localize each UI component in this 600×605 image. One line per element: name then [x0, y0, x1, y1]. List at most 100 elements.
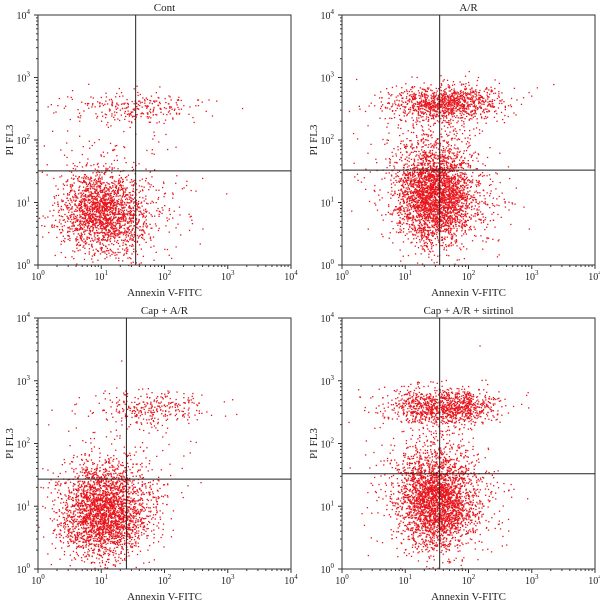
point [419, 209, 421, 212]
point [432, 184, 435, 186]
point [397, 146, 399, 148]
point [422, 230, 425, 232]
point [418, 205, 421, 207]
point [459, 247, 461, 249]
point [463, 123, 465, 125]
point [453, 152, 455, 154]
point [465, 177, 467, 180]
point [178, 112, 181, 115]
point [113, 228, 115, 230]
point [93, 198, 95, 200]
point [91, 239, 94, 241]
point [103, 205, 105, 207]
point [418, 156, 420, 158]
point [446, 164, 448, 166]
point [435, 180, 437, 183]
point [448, 230, 450, 232]
point [426, 158, 428, 160]
point [112, 199, 114, 201]
point [424, 196, 426, 198]
point [118, 233, 120, 235]
point [440, 156, 442, 158]
point [154, 215, 156, 217]
point [109, 218, 111, 220]
point [445, 249, 448, 251]
point [85, 198, 87, 200]
point [425, 179, 427, 181]
point [113, 200, 115, 202]
point [415, 189, 417, 191]
point [411, 144, 413, 146]
point [424, 205, 427, 208]
point [411, 195, 414, 197]
point [446, 156, 449, 159]
point [118, 202, 120, 205]
point [95, 227, 97, 229]
point [448, 196, 450, 198]
point [84, 174, 86, 176]
point [449, 180, 451, 182]
point [442, 199, 444, 201]
point [136, 226, 138, 228]
point [133, 236, 135, 239]
point [426, 245, 428, 247]
point [412, 176, 414, 178]
point [406, 218, 408, 220]
point [420, 162, 422, 164]
point [83, 241, 85, 243]
point [101, 207, 103, 209]
point [191, 219, 193, 221]
point [391, 175, 393, 177]
point [98, 222, 100, 224]
point [103, 165, 105, 167]
point [78, 202, 80, 205]
point [444, 151, 446, 153]
point [129, 245, 131, 247]
point [446, 166, 448, 169]
point [434, 208, 436, 210]
point [180, 108, 183, 110]
point [105, 222, 108, 225]
point [103, 227, 105, 230]
point [420, 210, 422, 212]
point [433, 156, 435, 158]
point [94, 106, 96, 108]
point [449, 207, 451, 210]
point [117, 248, 119, 250]
point [404, 146, 406, 148]
point [104, 185, 107, 187]
point [449, 200, 451, 202]
point [441, 192, 443, 194]
point [430, 220, 433, 222]
point [112, 209, 115, 211]
point [419, 219, 421, 221]
point [129, 212, 131, 215]
point [453, 194, 455, 196]
point [130, 262, 132, 264]
point [103, 244, 105, 246]
point [448, 152, 450, 155]
point [381, 197, 383, 199]
point [139, 100, 141, 102]
point [409, 209, 411, 211]
point [412, 183, 414, 185]
point [454, 263, 456, 265]
point [108, 189, 110, 191]
point [76, 243, 78, 245]
point [154, 100, 156, 102]
point [87, 226, 89, 229]
point [104, 194, 106, 196]
point [438, 177, 440, 179]
point [130, 121, 133, 123]
point [476, 208, 478, 210]
point [422, 167, 424, 169]
point [395, 231, 398, 233]
point [129, 225, 131, 227]
point [418, 232, 420, 234]
point [446, 173, 448, 175]
point [452, 195, 454, 197]
point [105, 201, 107, 204]
point [450, 196, 452, 198]
point [74, 193, 77, 195]
point [149, 121, 152, 123]
